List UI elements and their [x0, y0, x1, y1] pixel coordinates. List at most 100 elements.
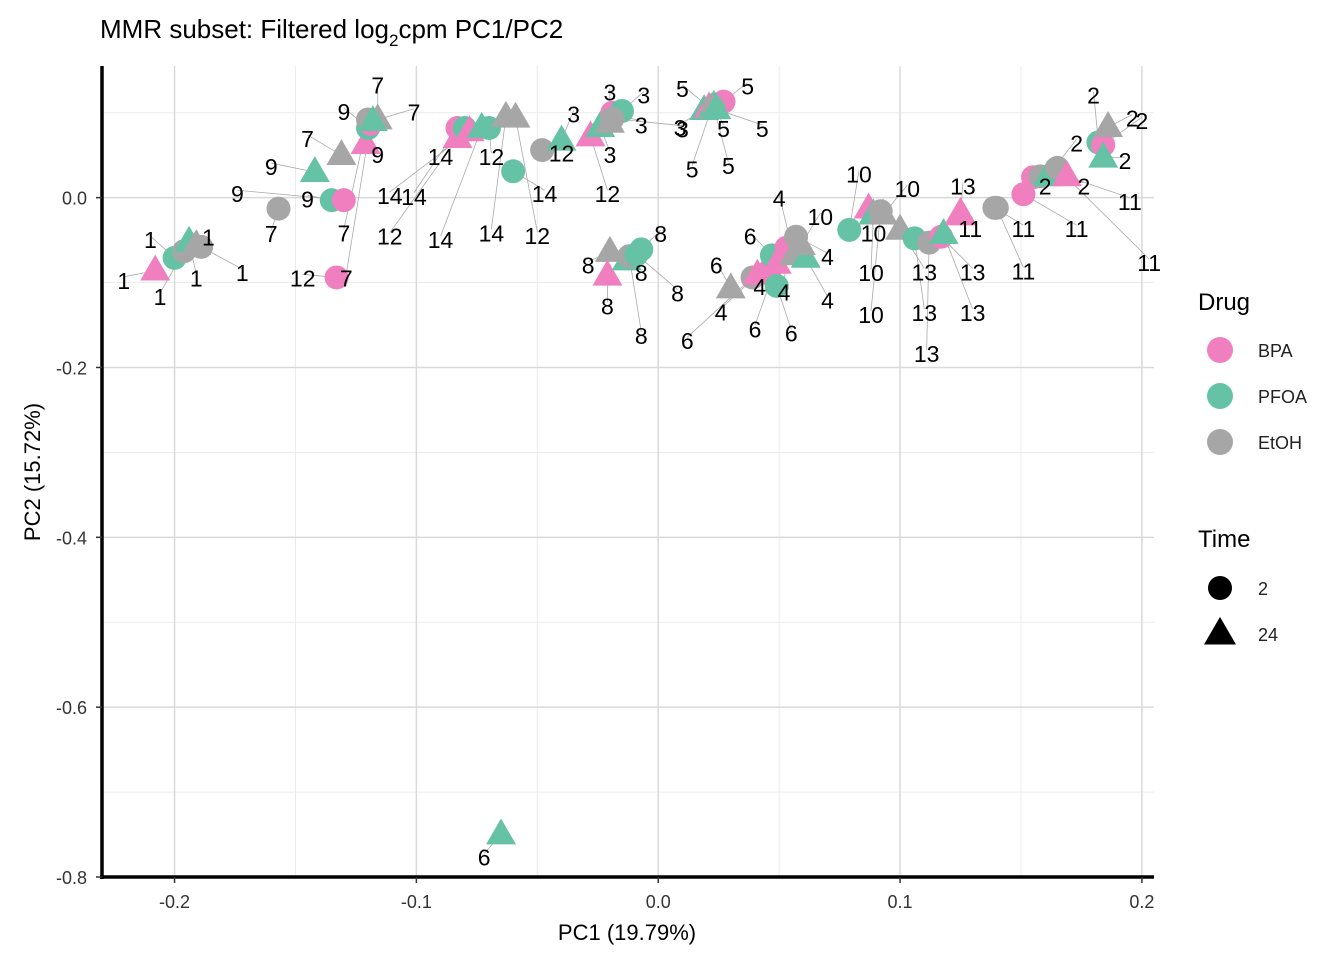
point-label: 13 — [960, 259, 986, 285]
legend-time-title: Time — [1198, 526, 1250, 553]
point-label: 1 — [202, 225, 215, 251]
point-label: 1 — [190, 265, 203, 291]
x-tick-label: 0.0 — [646, 892, 671, 912]
point-label: 4 — [753, 274, 766, 300]
point-label: 10 — [858, 302, 884, 328]
point-label: 8 — [635, 260, 648, 286]
point-label: 3 — [674, 115, 687, 141]
point-bpa-t24 — [761, 247, 792, 274]
point-label: 14 — [428, 227, 454, 253]
point-label: 12 — [549, 140, 575, 166]
point-label: 2 — [1039, 174, 1052, 200]
point-bpa-t2 — [324, 265, 349, 290]
point-label: 9 — [301, 186, 314, 212]
leader-line — [490, 116, 507, 230]
point-label: 10 — [846, 162, 872, 188]
point-label: 10 — [858, 260, 884, 286]
point-label: 5 — [686, 157, 699, 183]
point-etoh-t2 — [530, 138, 555, 163]
point-label: 11 — [1011, 216, 1035, 242]
point-label: 12 — [525, 223, 551, 249]
legend-label-time-2: 2 — [1258, 579, 1268, 599]
point-bpa-t24 — [350, 128, 381, 154]
point-label: 8 — [671, 281, 684, 307]
point-pfoa-t24 — [299, 156, 330, 183]
point-label: 12 — [290, 265, 316, 291]
leader-line — [926, 242, 930, 350]
leader-line — [515, 117, 538, 232]
point-label: 9 — [265, 154, 278, 180]
legend-label-bpa: BPA — [1258, 341, 1293, 361]
point-label: 3 — [603, 142, 616, 168]
y-tick-label: -0.8 — [56, 868, 87, 888]
point-label: 14 — [401, 184, 427, 210]
y-tick-label: -0.6 — [56, 698, 87, 718]
legend-label-pfoa: PFOA — [1258, 387, 1307, 407]
legend-label-time-24: 24 — [1258, 625, 1278, 645]
point-label: 4 — [821, 244, 834, 270]
point-label: 4 — [821, 287, 834, 313]
point-label: 9 — [371, 142, 384, 168]
point-pfoa-t2 — [624, 242, 649, 267]
point-label: 6 — [710, 253, 723, 279]
point-pfoa-t2 — [764, 273, 789, 298]
point-etoh-t24 — [500, 101, 531, 128]
point-label: 12 — [479, 144, 505, 170]
legend-key-pfoa — [1207, 383, 1233, 409]
point-label: 7 — [408, 100, 421, 126]
leader-line — [943, 234, 973, 310]
grid-lines — [102, 66, 1154, 878]
legend-key-bpa — [1207, 337, 1233, 363]
point-pfoa-t24 — [1088, 141, 1119, 168]
point-pfoa-t2 — [501, 159, 526, 184]
point-label: 14 — [428, 144, 454, 170]
point-label: 7 — [371, 73, 384, 99]
point-label: 6 — [744, 224, 757, 250]
point-label: 4 — [778, 280, 791, 306]
point-label: 3 — [603, 79, 616, 105]
point-label: 5 — [676, 76, 689, 102]
point-label: 3 — [637, 83, 650, 109]
y-tick-label: -0.2 — [56, 358, 87, 378]
point-bpa-t24 — [945, 196, 976, 223]
point-label: 12 — [377, 224, 403, 250]
point-bpa-t2 — [331, 188, 356, 213]
point-label: 8 — [654, 221, 667, 247]
leader-line — [440, 127, 483, 237]
point-label: 1 — [236, 260, 249, 286]
point-label: 2 — [1070, 130, 1083, 156]
point-label: 4 — [715, 299, 728, 325]
point-etoh-t2 — [600, 106, 625, 131]
point-label: 5 — [756, 116, 769, 142]
point-label: 8 — [601, 293, 614, 319]
legend-label-etoh: EtOH — [1258, 433, 1302, 453]
point-pfoa-t24 — [928, 218, 959, 245]
point-etoh-t2 — [189, 234, 214, 259]
point-label: 2 — [1136, 108, 1149, 134]
point-label: 11 — [1137, 250, 1161, 276]
point-label: 12 — [595, 181, 621, 207]
legend-key-time-2 — [1208, 576, 1232, 600]
point-label: 10 — [807, 204, 833, 230]
point-etoh-t24 — [785, 229, 816, 256]
point-etoh-t24 — [326, 139, 357, 166]
x-tick-label: -0.1 — [401, 892, 432, 912]
point-label: 5 — [722, 153, 735, 179]
y-axis-title: PC2 (15.72%) — [20, 403, 45, 541]
point-label: 14 — [479, 220, 505, 246]
leader-line — [870, 211, 882, 311]
point-etoh-t24 — [1093, 111, 1124, 138]
point-pfoa-t24 — [486, 818, 517, 845]
legend: Drug Time BPA PFOA EtOH 2 24 — [1198, 289, 1307, 645]
point-bpa-t24 — [592, 259, 623, 286]
point-label: 14 — [532, 181, 558, 207]
point-label: 13 — [914, 341, 940, 367]
point-label: 13 — [911, 300, 937, 326]
point-label: 11 — [1011, 259, 1035, 285]
point-label: 8 — [582, 253, 595, 279]
leader-line — [686, 277, 753, 338]
point-label: 2 — [1077, 174, 1090, 200]
x-axis-title: PC1 (19.79%) — [558, 920, 696, 945]
point-label: 8 — [635, 323, 648, 349]
